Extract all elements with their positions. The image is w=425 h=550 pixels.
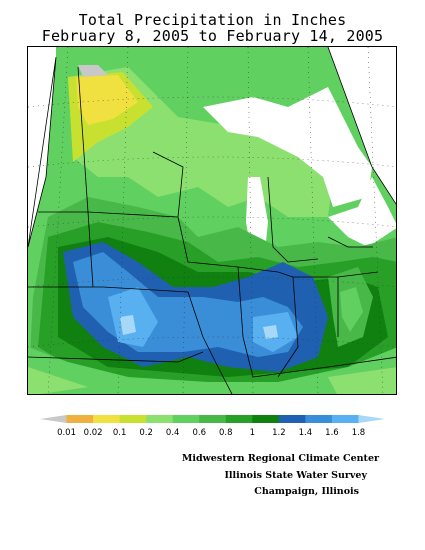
precip-zone-gold xyxy=(76,75,138,125)
precipitation-map xyxy=(27,46,397,395)
legend-swatch xyxy=(358,415,385,423)
legend-swatch xyxy=(252,415,280,423)
color-legend: 0.01 0.02 0.1 0.2 0.4 0.6 0.8 1 1.2 1.4 1.6 1.8 xyxy=(40,413,385,443)
legend-swatch xyxy=(331,415,359,423)
state-boundaries xyxy=(28,66,396,394)
map-date-range: February 8, 2005 to February 14, 2005 xyxy=(41,27,384,45)
legend-swatch xyxy=(305,415,333,423)
legend-swatch xyxy=(172,415,200,423)
legend-label: 1.2 xyxy=(272,428,286,438)
legend-label: 0.02 xyxy=(84,428,103,438)
legend-swatch xyxy=(93,415,121,423)
legend-swatch xyxy=(278,415,306,423)
legend-swatch xyxy=(199,415,227,423)
legend-label: 1.6 xyxy=(325,428,339,438)
legend-label: 1 xyxy=(250,428,255,438)
legend-label: 1.4 xyxy=(299,428,313,438)
legend-swatch xyxy=(146,415,174,423)
legend-swatch xyxy=(119,415,147,423)
legend-label: 1.8 xyxy=(352,428,366,438)
legend-label: 0.1 xyxy=(113,428,127,438)
credit-organization: Midwestern Regional Climate Center xyxy=(181,453,379,464)
credit-survey: Illinois State Water Survey xyxy=(224,470,367,481)
legend-label: 0.8 xyxy=(219,428,233,438)
legend-label: 0.6 xyxy=(192,428,206,438)
lat-lon-grid xyxy=(28,47,396,394)
legend-label: 0.4 xyxy=(166,428,180,438)
legend-swatch xyxy=(225,415,253,423)
legend-label: 0.01 xyxy=(57,428,76,438)
legend-label: 0.2 xyxy=(139,428,153,438)
credit-location: Champaign, Illinois xyxy=(254,486,359,497)
map-title: Total Precipitation in Inches xyxy=(78,11,347,29)
legend-swatch xyxy=(66,415,94,423)
legend-swatch xyxy=(40,415,67,423)
